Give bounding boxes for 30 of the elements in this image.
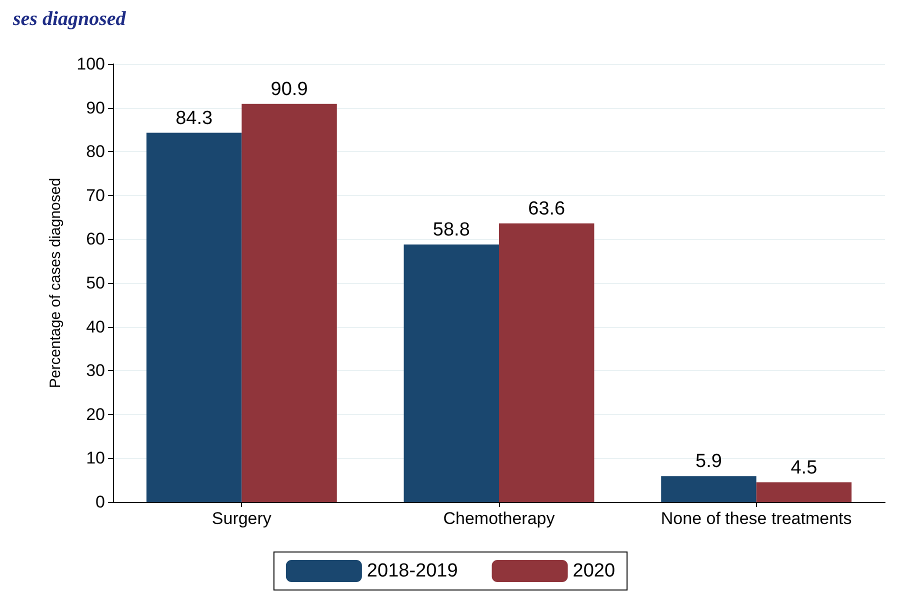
y-tick-label: 20 bbox=[86, 404, 105, 424]
x-tick-label: None of these treatments bbox=[660, 509, 852, 528]
data-label: 4.5 bbox=[790, 457, 818, 478]
y-tick-label: 0 bbox=[96, 492, 105, 512]
bar bbox=[404, 244, 499, 502]
y-tick-label: 70 bbox=[86, 186, 105, 205]
data-label: 84.3 bbox=[176, 108, 213, 129]
chart-title: ses diagnosed bbox=[12, 8, 127, 30]
data-label: 5.9 bbox=[696, 451, 722, 472]
y-tick-label: 10 bbox=[86, 448, 105, 468]
bar bbox=[242, 104, 337, 502]
legend-label: 2020 bbox=[572, 560, 616, 582]
data-label: 63.6 bbox=[528, 198, 566, 220]
data-label: 90.9 bbox=[270, 78, 308, 100]
y-tick-label: 100 bbox=[76, 54, 105, 74]
data-label: 58.8 bbox=[432, 219, 470, 240]
bar bbox=[756, 482, 852, 502]
y-tick-label: 50 bbox=[86, 274, 105, 292]
y-axis-title: Percentage of cases diagnosed bbox=[47, 178, 64, 388]
legend-label: 2018-2019 bbox=[366, 560, 458, 582]
x-tick-label: Chemotherapy bbox=[443, 509, 556, 528]
bar bbox=[499, 223, 594, 502]
y-tick-label: 60 bbox=[86, 230, 105, 249]
y-tick-label: 30 bbox=[86, 361, 105, 380]
y-tick-label: 40 bbox=[86, 317, 105, 336]
x-tick-label: Surgery bbox=[212, 509, 272, 528]
bar bbox=[661, 476, 756, 502]
y-tick-label: 80 bbox=[86, 142, 105, 162]
y-tick-label: 90 bbox=[86, 98, 105, 118]
bar bbox=[146, 132, 242, 502]
